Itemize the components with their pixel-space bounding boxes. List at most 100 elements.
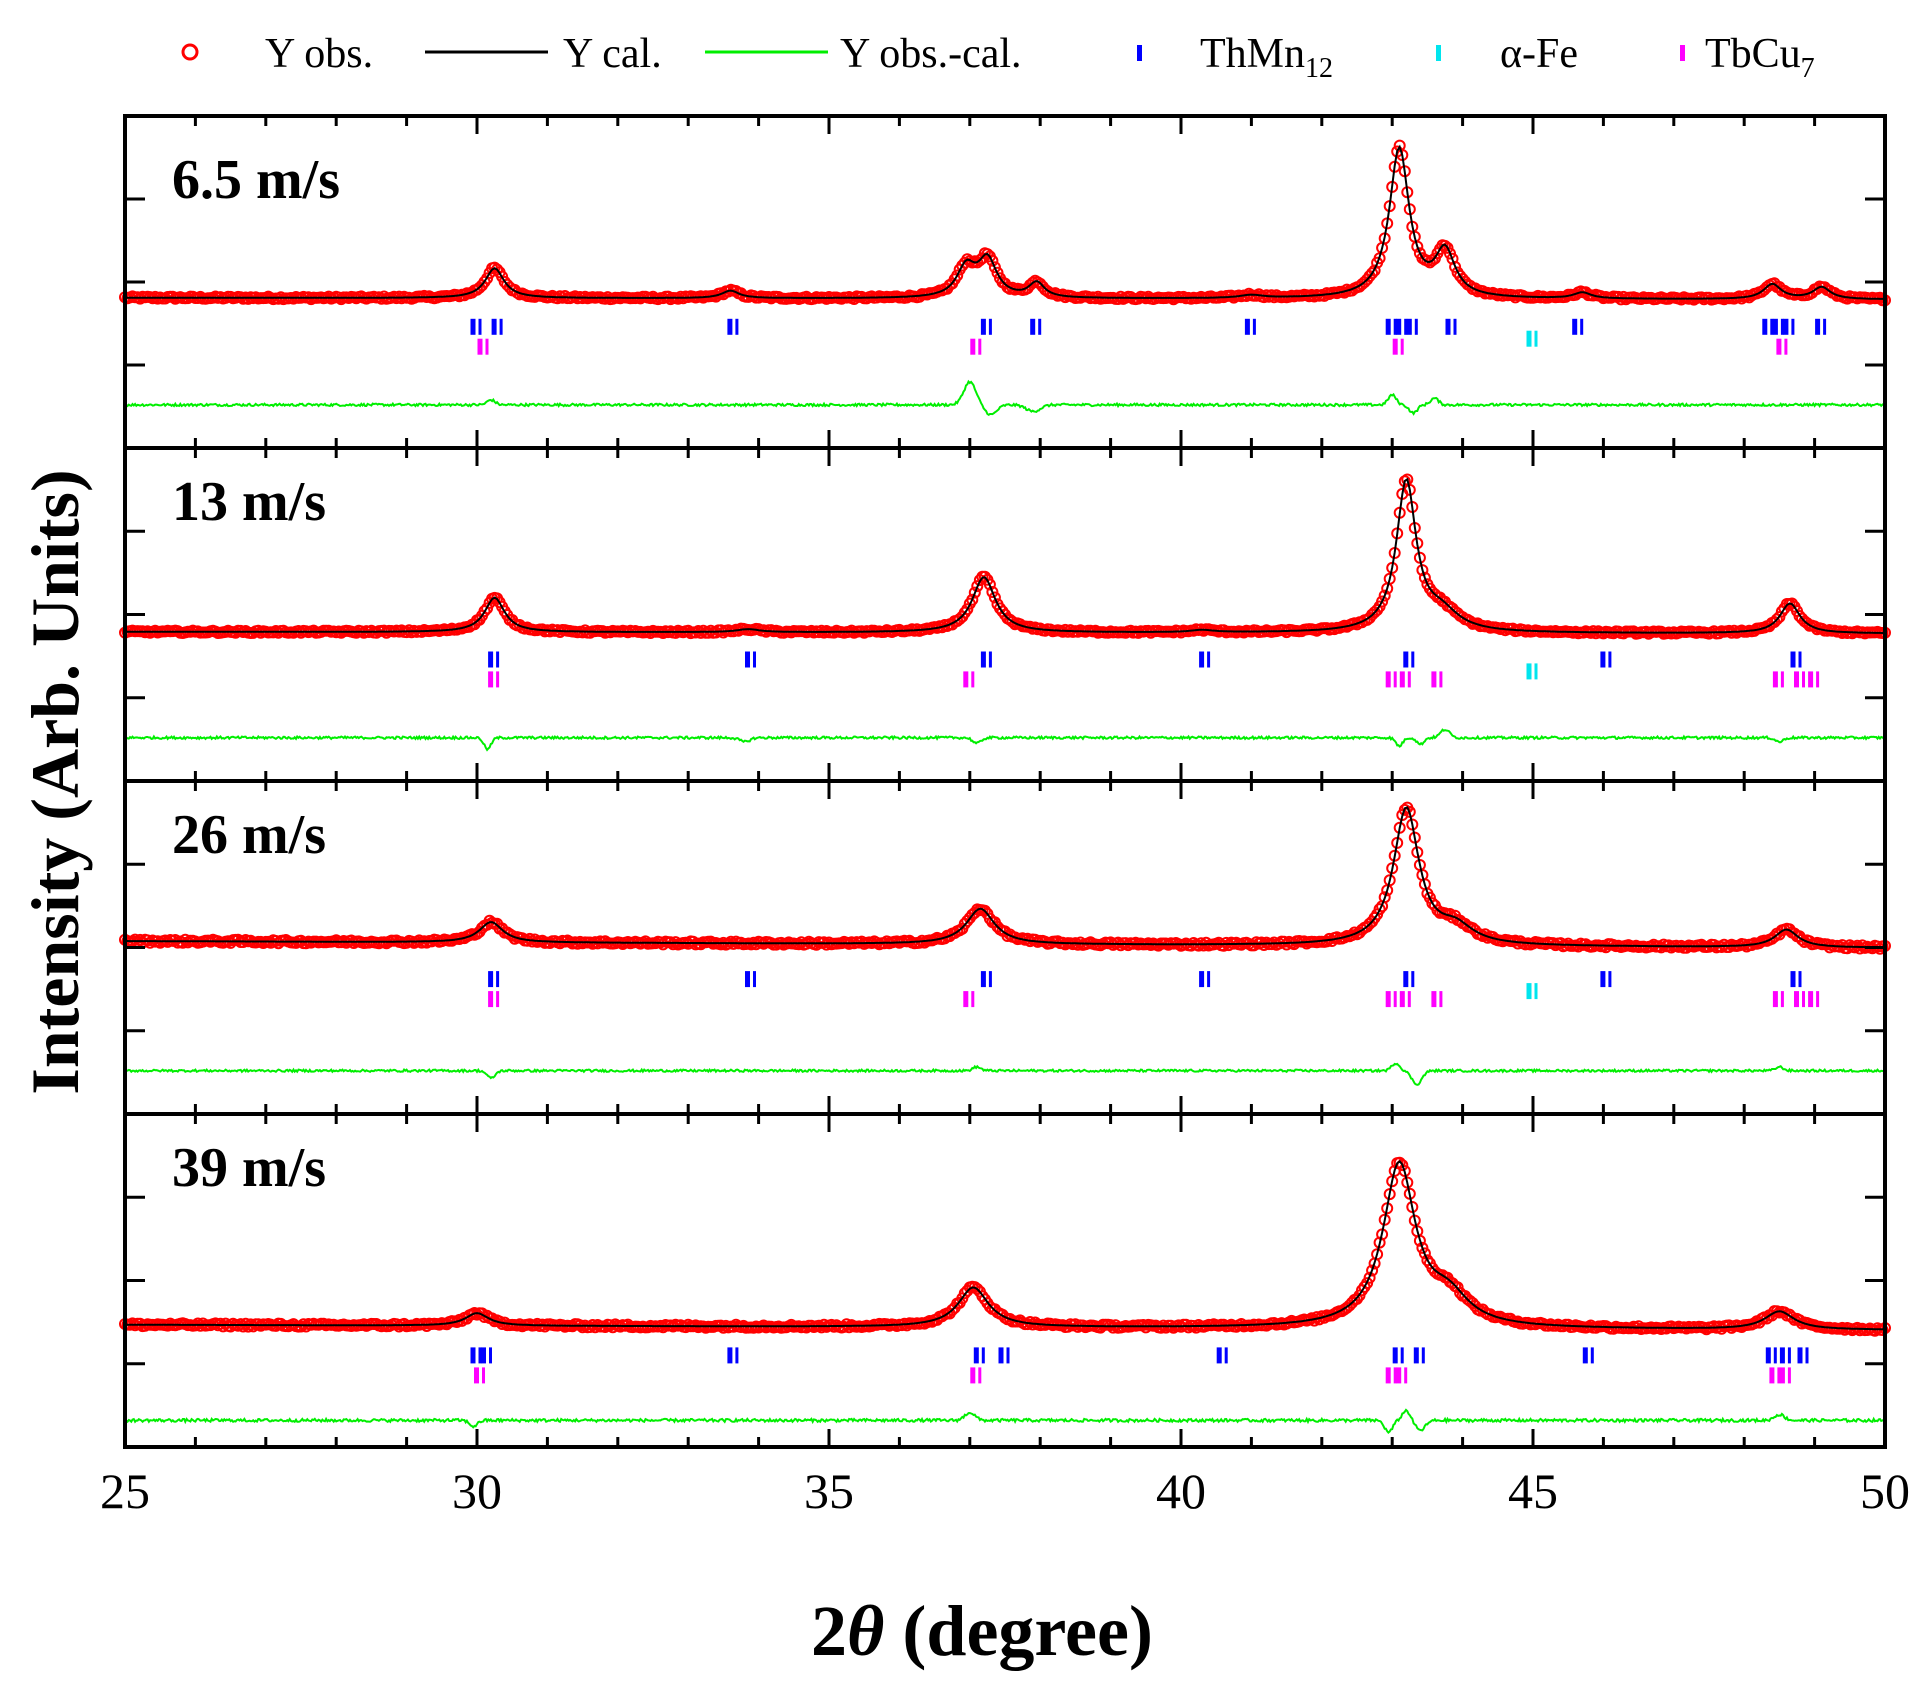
thmn12-reflection: [735, 1347, 739, 1364]
thmn12-reflection: [1787, 1347, 1791, 1364]
obs-point: [1376, 595, 1389, 608]
panel-label: 13 m/s: [172, 471, 326, 533]
diff-line: [124, 1408, 1886, 1435]
thmn12-reflection: [1411, 971, 1415, 988]
thmn12-reflection: [1779, 1347, 1785, 1364]
thmn12-reflection: [1403, 971, 1409, 988]
thmn12-reflection: [1400, 1347, 1404, 1364]
thmn12-reflection: [1385, 318, 1391, 335]
thmn12-reflection: [1403, 651, 1409, 668]
x-tick-label: 35: [804, 1463, 854, 1519]
tbcu7-reflection: [1794, 991, 1799, 1008]
thmn12-reflection: [1411, 651, 1415, 668]
tbcu7-reflection: [1400, 338, 1404, 355]
tbcu7-reflection: [482, 1367, 485, 1384]
thmn12-reflection: [496, 971, 500, 988]
obs-point: [1416, 564, 1429, 577]
cal-line: [125, 806, 1885, 949]
tbcu7-reflection: [496, 671, 500, 688]
thmn12-reflection: [1608, 971, 1612, 988]
tbcu7-reflection: [1399, 991, 1405, 1008]
legend-obs-marker: [181, 43, 199, 61]
legend-afe-marker: [1436, 45, 1441, 61]
obs-point: [1371, 1248, 1384, 1261]
tbcu7-reflection: [1431, 671, 1437, 688]
thmn12-reflection: [981, 1347, 985, 1364]
thmn12-reflection: [478, 1347, 482, 1364]
thmn12-reflection: [1582, 1347, 1588, 1364]
thmn12-reflection: [1780, 318, 1784, 335]
thmn12-reflection: [1244, 318, 1250, 335]
obs-point: [1449, 260, 1462, 273]
thmn12-reflection: [1421, 1347, 1425, 1364]
thmn12-reflection: [1608, 651, 1612, 668]
tbcu7-reflection: [971, 671, 975, 688]
tbcu7-reflection: [1439, 991, 1443, 1008]
thmn12-reflection: [1815, 318, 1821, 335]
obs-point: [1378, 589, 1391, 602]
thmn12-reflection: [1790, 651, 1796, 668]
thmn12-reflection: [488, 651, 494, 668]
tbcu7-reflection: [1385, 671, 1391, 688]
thmn12-reflection: [973, 1347, 979, 1364]
thmn12-reflection: [727, 318, 733, 335]
obs-point: [1366, 1264, 1379, 1277]
tbcu7-reflection: [970, 1367, 976, 1384]
obs-point: [1393, 1156, 1406, 1169]
obs-point: [971, 580, 984, 593]
thmn12-reflection: [980, 318, 986, 335]
tbcu7-reflection: [1776, 338, 1782, 355]
obs-point: [1363, 1271, 1376, 1284]
thmn12-reflection: [1798, 971, 1802, 988]
thmn12-reflection: [1772, 318, 1778, 335]
tbcu7-reflection: [1393, 671, 1397, 688]
obs-point: [1446, 252, 1459, 265]
thmn12-reflection: [1207, 971, 1211, 988]
obs-point: [1378, 891, 1391, 904]
thmn12-reflection: [1572, 318, 1578, 335]
thmn12-reflection: [1823, 318, 1827, 335]
thmn12-reflection: [496, 651, 500, 668]
obs-point: [1418, 1247, 1431, 1260]
thmn12-reflection: [1762, 318, 1768, 335]
thmn12-reflection: [753, 971, 756, 988]
tbcu7-reflection: [1787, 1367, 1791, 1384]
afe-reflection: [1526, 663, 1532, 680]
thmn12-reflection: [470, 318, 476, 335]
thmn12-reflection: [1224, 1347, 1228, 1364]
thmn12-reflection: [1199, 651, 1205, 668]
obs-point: [511, 286, 524, 299]
thmn12-reflection: [1413, 1347, 1419, 1364]
afe-reflection: [1526, 330, 1532, 347]
x-tick-label: 30: [452, 1463, 502, 1519]
obs-point: [1418, 571, 1431, 584]
thmn12-reflection: [1797, 1347, 1803, 1364]
diff-line: [125, 379, 1886, 416]
thmn12-reflection: [1038, 318, 1042, 335]
afe-reflection: [1534, 330, 1538, 347]
panel-label: 26 m/s: [172, 804, 326, 866]
thmn12-reflection: [1406, 318, 1412, 335]
obs-point: [986, 254, 999, 267]
thmn12-reflection: [1006, 1347, 1010, 1364]
tbcu7-reflection: [963, 991, 969, 1008]
cal-line: [125, 144, 1886, 300]
x-tick-label: 45: [1508, 1463, 1558, 1519]
obs-point: [1346, 929, 1358, 942]
thmn12-reflection: [470, 1347, 476, 1364]
tbcu7-reflection: [1431, 991, 1437, 1008]
thmn12-reflection: [1396, 318, 1402, 335]
tbcu7-reflection: [1399, 671, 1405, 688]
obs-point: [1411, 240, 1424, 253]
thmn12-reflection: [1445, 318, 1451, 335]
legend: Y obs. Y cal. Y obs.-cal. ThMn12 α-Fe Tb…: [181, 31, 1815, 84]
tbcu7-reflection: [1392, 338, 1398, 355]
tbcu7-reflection: [1439, 671, 1443, 688]
x-tick-label: 50: [1860, 1463, 1910, 1519]
thmn12-reflection: [1805, 1347, 1809, 1364]
thmn12-reflection: [499, 318, 503, 335]
thmn12-reflection: [1798, 651, 1802, 668]
obs-point: [1786, 1311, 1798, 1324]
thmn12-reflection: [481, 1347, 486, 1364]
legend-afe-label: α-Fe: [1500, 31, 1578, 77]
